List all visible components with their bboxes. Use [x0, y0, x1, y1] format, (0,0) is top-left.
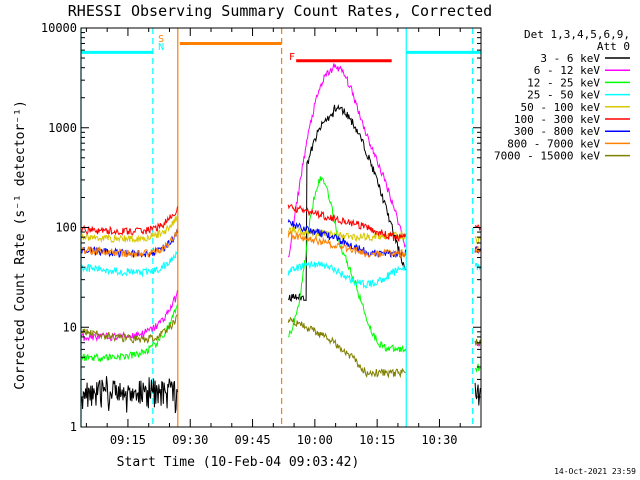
legend-label: 25 - 50 keV: [527, 89, 600, 102]
legend-label: 300 - 800 keV: [514, 125, 600, 138]
x-tick-label: 10:30: [421, 433, 457, 447]
series-line-8: [81, 228, 481, 259]
y-axis-label: Corrected Count Rate (s⁻¹ detector⁻¹): [13, 100, 28, 390]
y-axis-ticks: 1 10 100 1000 10000: [41, 21, 481, 434]
x-tick-label: 09:15: [110, 433, 146, 447]
series-line-9: [81, 314, 481, 379]
y-tick-label: 10000: [41, 21, 77, 35]
x-tick-label: 09:45: [234, 433, 270, 447]
legend-header-detectors: Det 1,3,4,5,6,9,: [524, 28, 630, 41]
y-tick-label: 100: [55, 221, 77, 235]
x-tick-label: 09:30: [172, 433, 208, 447]
x-tick-label: 10:00: [297, 433, 333, 447]
flare-flag-label: F: [289, 52, 295, 63]
y-tick-label: 1: [70, 420, 77, 434]
legend-label: 50 - 100 keV: [521, 101, 601, 114]
chart-title: RHESSI Observing Summary Count Rates, Co…: [68, 2, 492, 20]
legend-label: 3 - 6 keV: [540, 52, 600, 65]
saa-flag-label: S: [158, 34, 164, 45]
plot-frame: [80, 27, 482, 428]
y-tick-label: 1000: [48, 121, 77, 135]
x-tick-label: 10:15: [359, 433, 395, 447]
series-line-3: [81, 176, 481, 373]
generation-timestamp: 14-Oct-2021 23:59: [554, 467, 636, 476]
series-line-6: [81, 204, 481, 242]
legend-label: 100 - 300 keV: [514, 113, 600, 126]
observing-flags: SN F: [80, 28, 481, 427]
x-axis-label: Start Time (10-Feb-04 09:03:42): [117, 455, 360, 470]
night-flag-label: N: [158, 42, 164, 53]
legend-label: 7000 - 15000 keV: [494, 150, 600, 163]
y-tick-label: 10: [63, 320, 77, 334]
legend-label: 800 - 7000 keV: [507, 137, 600, 150]
x-axis-ticks: 09:15 09:30 09:45 10:00 10:15 10:30: [85, 28, 461, 447]
legend-header-attenuator: Att 0: [597, 40, 630, 53]
legend-label: 6 - 12 keV: [534, 64, 601, 77]
legend-label: 12 - 25 keV: [527, 76, 600, 89]
